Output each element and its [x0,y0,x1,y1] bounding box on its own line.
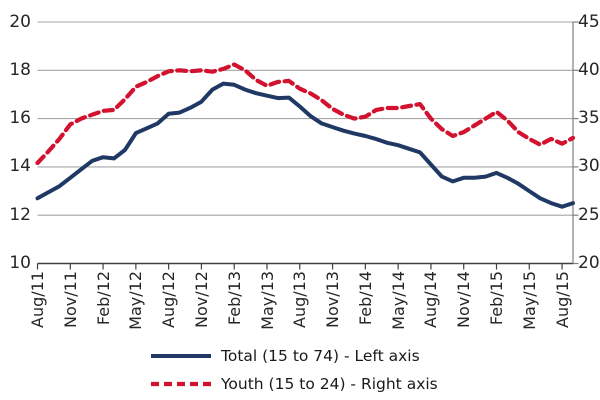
legend-item-total: Total (15 to 74) - Left axis [150,342,438,370]
legend-label-total: Total (15 to 74) - Left axis [221,347,420,365]
x-axis-tick-label: Feb/14 [355,271,375,326]
series-line-youth [35,62,576,166]
left-axis-label: 16 [9,108,31,129]
series-line-total [35,81,575,209]
x-axis-tick-label: Nov/14 [454,271,474,328]
x-axis-tick-label: May/12 [126,271,146,330]
x-axis-tick-label: Nov/12 [191,271,211,328]
legend-item-youth: Youth (15 to 24) - Right axis [150,370,438,398]
left-axis-label: 14 [9,156,31,177]
left-axis-label: 12 [9,204,31,225]
x-axis-tick-label: May/13 [257,271,277,330]
legend-label-youth: Youth (15 to 24) - Right axis [221,375,438,393]
legend-line-youth-icon [151,381,211,387]
x-axis-tick-label: May/15 [519,271,539,330]
legend: Total (15 to 74) - Left axis Youth (15 t… [150,342,438,398]
x-axis-tick-label: Feb/12 [93,271,113,326]
right-axis-label: 25 [578,204,600,225]
x-axis-tick-label: Aug/14 [421,271,441,328]
x-axis-tick-label: Feb/13 [224,271,244,326]
x-axis-tick-label: Aug/11 [28,271,47,328]
left-axis-label: 18 [9,59,31,80]
right-axis-label: 35 [578,108,600,129]
right-axis-label: 45 [578,11,600,32]
right-axis-label: 30 [578,156,600,177]
right-axis-label: 40 [578,59,600,80]
x-axis-tick-label: May/14 [388,271,408,330]
x-axis-tick-label: Aug/12 [159,271,179,328]
x-axis-tick-label: Nov/11 [60,271,80,328]
x-axis-tick-label: Nov/13 [323,271,343,328]
x-axis-tick-label: Aug/13 [290,271,310,328]
x-axis-tick-label: Aug/15 [552,271,572,328]
right-axis-label: 20 [578,253,600,273]
left-axis-label: 20 [9,11,31,32]
left-axis-label: 10 [9,253,31,273]
x-axis-tick-label: Feb/15 [487,271,506,326]
legend-line-total-icon [151,354,211,358]
